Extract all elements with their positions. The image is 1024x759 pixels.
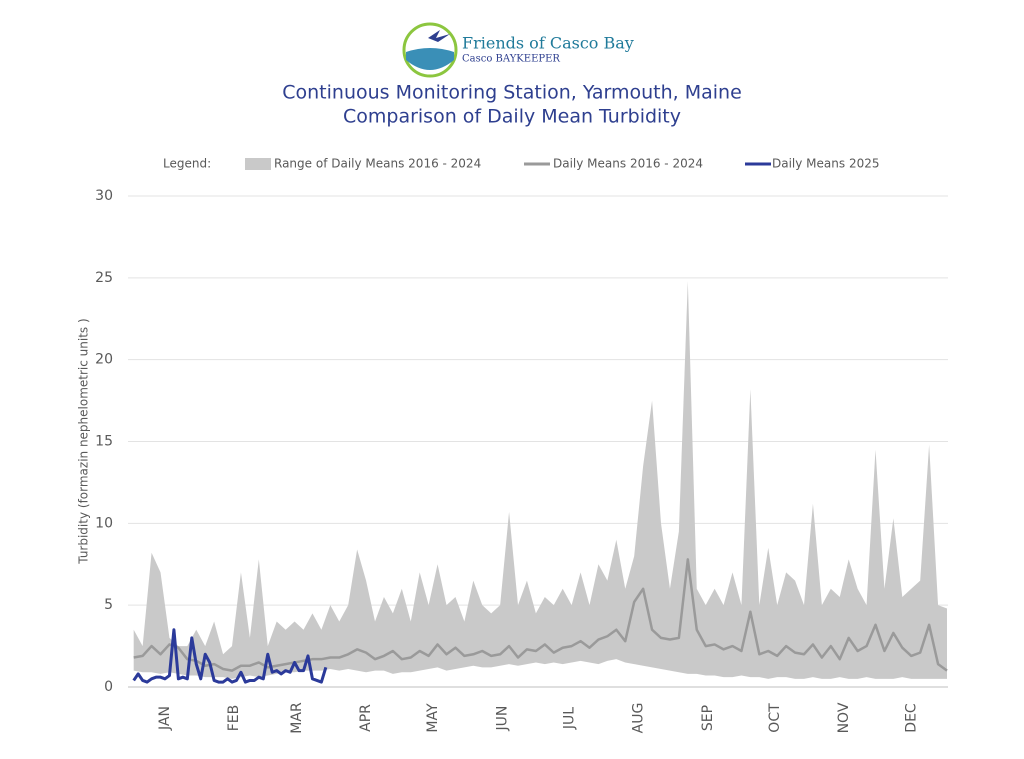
x-tick-label: NOV — [836, 702, 852, 733]
x-tick-label: JUL — [561, 707, 577, 730]
legend-entry: Range of Daily Means 2016 - 2024 — [274, 157, 481, 171]
x-tick-label: FEB — [226, 705, 242, 732]
chart-subtitle: Comparison of Daily Mean Turbidity — [343, 106, 681, 128]
y-tick-label: 0 — [104, 679, 113, 695]
legend-entry: Daily Means 2025 — [772, 157, 879, 171]
logo: Friends of Casco Bay Casco BAYKEEPER — [402, 22, 634, 78]
x-tick-label: JAN — [157, 706, 173, 731]
y-tick-label: 10 — [95, 515, 113, 531]
x-tick-label: APR — [358, 704, 374, 732]
range-band — [133, 281, 947, 679]
series-line — [132, 628, 328, 684]
x-tick-label: JUN — [494, 706, 510, 732]
y-axis-label: Turbidity (formazin nephelometric units … — [77, 318, 91, 564]
legend-entry: Daily Means 2016 - 2024 — [553, 157, 703, 171]
x-tick-label: DEC — [903, 703, 919, 733]
x-tick-label: OCT — [767, 703, 783, 733]
y-tick-label: 30 — [95, 188, 113, 204]
legend-swatch — [245, 158, 271, 170]
logo-sub: Casco BAYKEEPER — [462, 54, 560, 65]
y-tick-label: 25 — [95, 270, 113, 286]
x-tick-label: AUG — [631, 703, 647, 734]
x-tick-label: SEP — [700, 705, 716, 731]
y-tick-label: 20 — [95, 352, 113, 368]
x-tick-label: MAR — [289, 702, 305, 734]
logo-water — [406, 48, 454, 70]
logo-org: Friends of Casco Bay — [462, 34, 634, 53]
x-tick-label: MAY — [425, 703, 441, 733]
chart-title: Continuous Monitoring Station, Yarmouth,… — [282, 82, 742, 104]
y-tick-label: 5 — [104, 597, 113, 613]
y-tick-label: 15 — [95, 434, 113, 450]
series-line — [133, 558, 948, 672]
logo-bird — [428, 30, 450, 42]
legend-label: Legend: — [163, 157, 211, 171]
